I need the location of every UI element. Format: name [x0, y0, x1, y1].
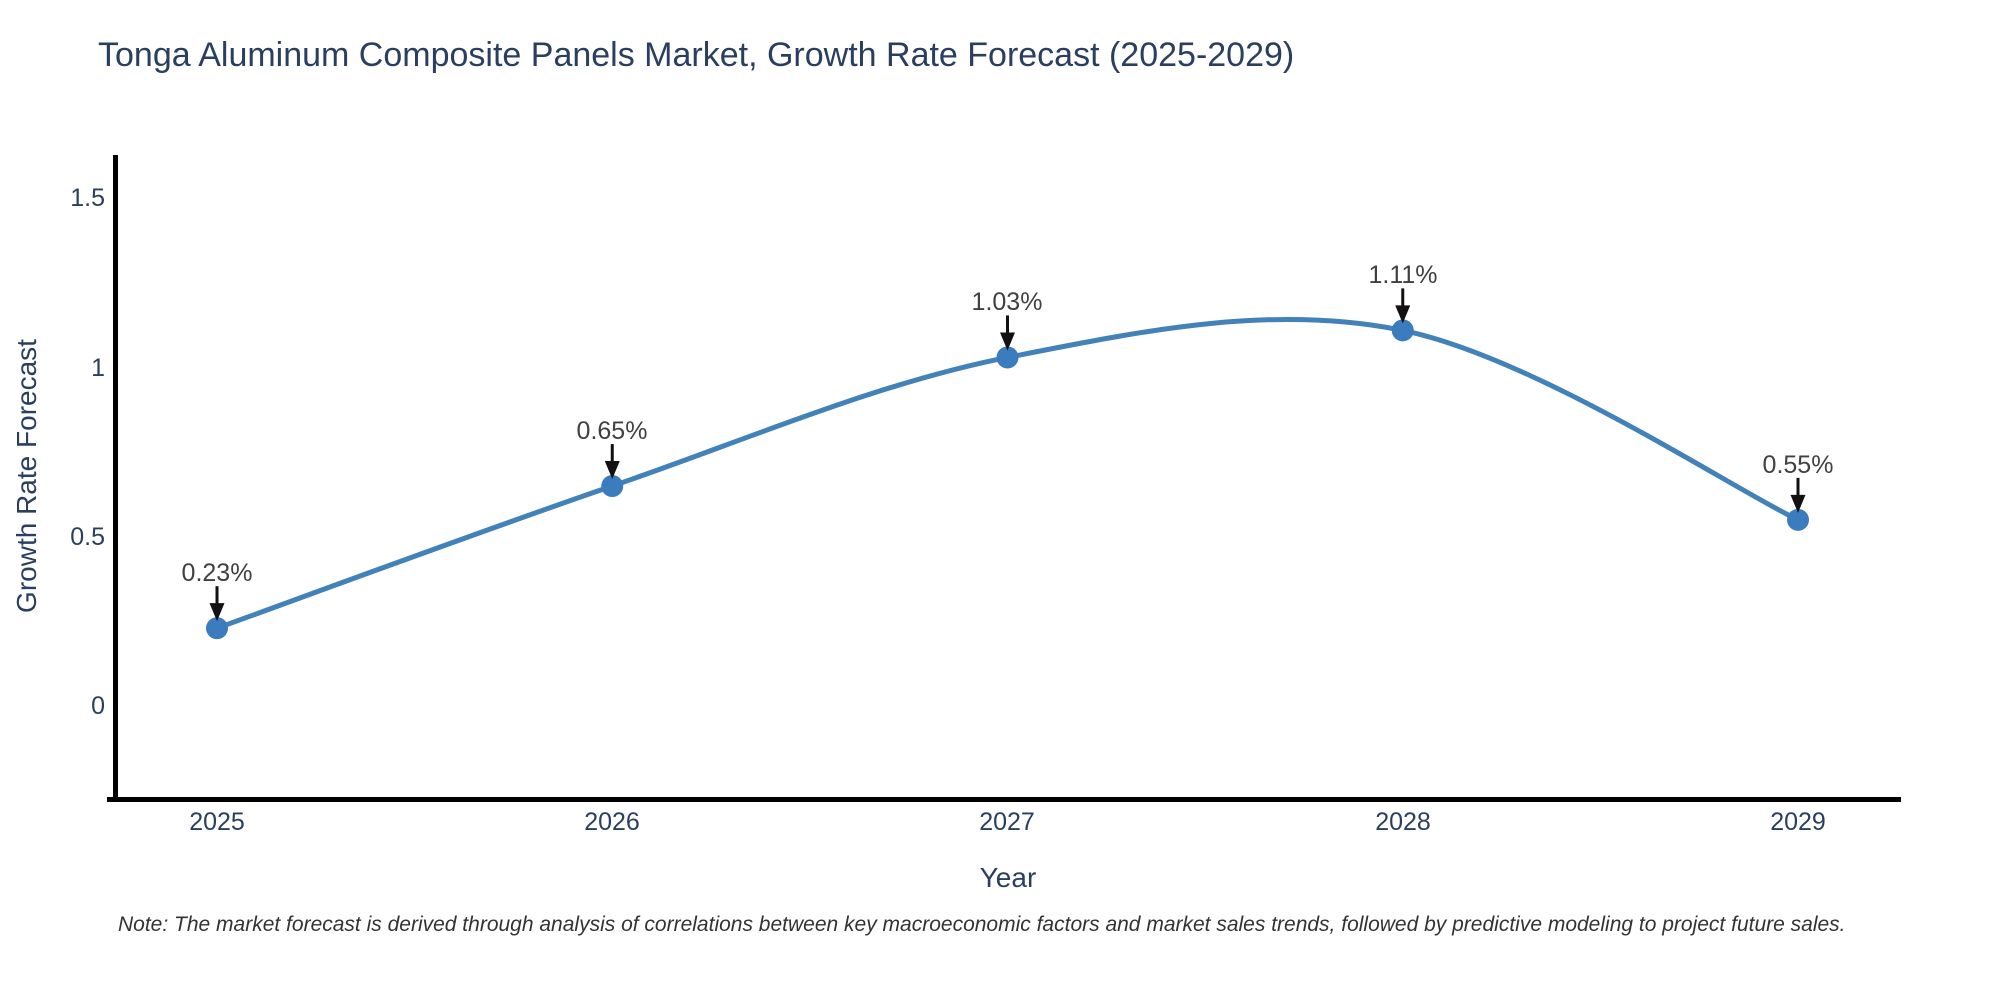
- point-label-2026: 0.65%: [576, 417, 648, 445]
- data-point-marker: [996, 346, 1019, 369]
- point-label-2025: 0.23%: [181, 559, 253, 587]
- annotation-arrow-head: [604, 461, 620, 480]
- annotation-arrow-head: [1395, 305, 1411, 324]
- data-point-marker: [1391, 319, 1414, 342]
- annotation-arrow-head: [209, 603, 225, 622]
- y-axis-title: Growth Rate Forecast: [11, 339, 42, 613]
- y-tick-0-5: 0.5: [70, 523, 105, 551]
- annotation-arrows: [209, 288, 1806, 622]
- series-markers: [206, 319, 1809, 640]
- x-tick-2025: 2025: [189, 808, 245, 836]
- data-point-marker: [1787, 508, 1809, 531]
- data-point-marker: [601, 475, 624, 498]
- y-tick-0: 0: [91, 692, 105, 720]
- data-point-marker: [206, 617, 228, 640]
- x-axis-title: Year: [979, 862, 1037, 893]
- point-label-2029: 0.55%: [1762, 451, 1834, 479]
- x-tick-2029: 2029: [1770, 808, 1826, 836]
- footnote: Note: The market forecast is derived thr…: [118, 913, 1846, 936]
- x-tick-2026: 2026: [584, 808, 640, 836]
- annotation-arrow-head: [1790, 494, 1806, 513]
- annotation-arrow-head: [1000, 332, 1015, 351]
- y-tick-1: 1: [91, 354, 105, 382]
- x-tick-2028: 2028: [1375, 808, 1431, 836]
- y-tick-1-5: 1.5: [70, 184, 105, 212]
- point-label-2027: 1.03%: [971, 288, 1043, 316]
- x-tick-2027: 2027: [979, 808, 1035, 836]
- point-label-2028: 1.11%: [1368, 261, 1438, 289]
- axes: [107, 155, 1901, 802]
- chart-title: Tonga Aluminum Composite Panels Market, …: [98, 36, 1295, 74]
